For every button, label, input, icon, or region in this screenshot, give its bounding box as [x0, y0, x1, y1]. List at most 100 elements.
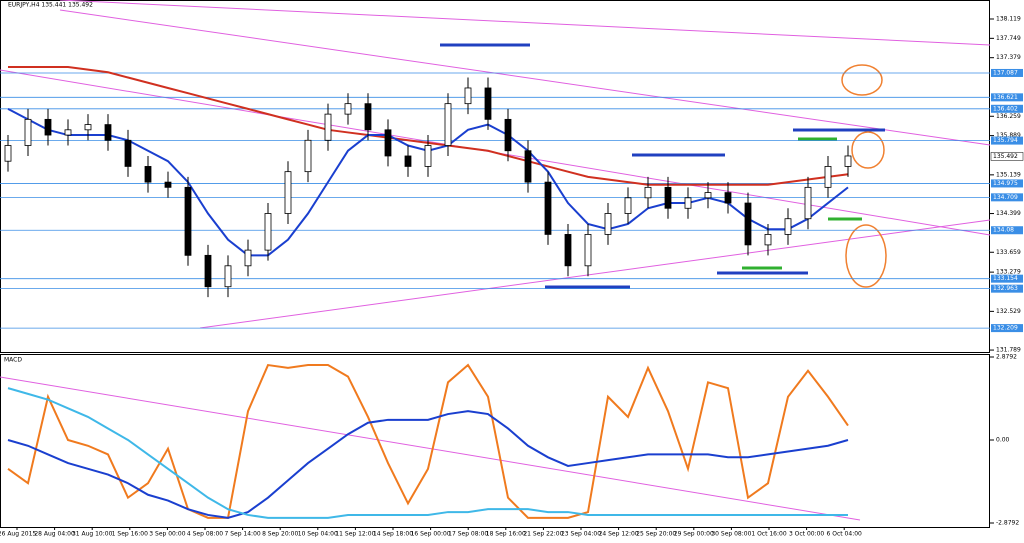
candle-body	[364, 103, 372, 131]
candle-body	[564, 234, 572, 267]
x-tick-label: 3 Sep 00:00	[149, 531, 185, 538]
level-label: 132.963	[993, 285, 1018, 292]
macd-title: MACD	[4, 357, 22, 364]
candle-body	[504, 118, 512, 152]
circles	[841, 64, 887, 288]
level-label: 136.621	[993, 94, 1018, 101]
candle-body	[824, 166, 832, 188]
candle-body	[164, 181, 172, 188]
level-label-bg	[991, 226, 1023, 235]
level-label: 133.154	[993, 275, 1018, 282]
candle-body	[844, 155, 852, 167]
candle-body	[524, 150, 532, 183]
x-tick-label: 1 Oct 16:00	[751, 531, 786, 538]
y-tick-label: 137.749	[996, 35, 1021, 42]
candle-body	[104, 124, 112, 141]
level-label: 132.209	[993, 325, 1018, 332]
x-tick-label: 8 Sep 20:00	[262, 531, 298, 538]
x-tick-label: 11 Sep 12:00	[335, 531, 375, 538]
candle-body	[784, 218, 792, 235]
x-tick-label: 21 Sep 22:00	[523, 531, 563, 538]
y-tick-label: 131.789	[996, 347, 1021, 354]
candle-body	[84, 124, 92, 131]
x-tick-label: 6 Oct 04:00	[827, 531, 862, 538]
x-tick-label: 29 Sep 00:00	[674, 531, 714, 538]
x-tick-label: 26 Aug 2015	[0, 531, 36, 538]
level-label-bg	[991, 324, 1023, 333]
candle-body	[444, 103, 452, 146]
y-tick-label: 135.889	[996, 132, 1021, 139]
trend-line	[59, 0, 991, 46]
trend-line	[59, 9, 991, 146]
y-tick-label: 133.659	[996, 249, 1021, 256]
chart-title: EURJPY,H4 135.441 135.492	[8, 2, 93, 9]
level-label: 134.975	[993, 180, 1018, 187]
candle-body	[764, 234, 772, 246]
y-tick-label: 133.279	[996, 269, 1021, 276]
price-label-bg	[990, 152, 1024, 161]
y-tick-label: 136.259	[996, 113, 1021, 120]
y2-tick-label: -2.8792	[996, 519, 1019, 526]
candle-body	[304, 139, 312, 173]
macd-line	[7, 410, 849, 519]
main-panel	[0, 0, 990, 353]
annotations	[440, 43, 885, 289]
candle-body	[4, 145, 12, 162]
x-tick-label: 24 Sep 12:00	[599, 531, 639, 538]
y2-tick-label: 0.00	[996, 436, 1010, 443]
candle-body	[804, 186, 812, 220]
candle-body	[224, 265, 232, 288]
x-tick-label: 7 Sep 14:00	[224, 531, 260, 538]
y-tick-label: 137.379	[996, 54, 1021, 61]
level-label-bg	[991, 136, 1023, 145]
level-label: 134.709	[993, 194, 1018, 201]
circle	[841, 64, 883, 96]
candle-body	[44, 118, 52, 136]
candle-body	[184, 186, 192, 256]
macd-panel	[0, 354, 990, 528]
candle-body	[704, 192, 712, 199]
candle-body	[144, 166, 152, 183]
candle-body	[64, 129, 72, 136]
candle-body	[424, 145, 432, 167]
candle-body	[644, 186, 652, 199]
x-tick-label: 30 Sep 08:00	[711, 531, 751, 538]
candle-body	[344, 103, 352, 115]
circle	[851, 131, 885, 169]
trend-line	[199, 219, 991, 329]
candle-body	[584, 234, 592, 267]
x-tick-label: 25 Sep 20:00	[636, 531, 676, 538]
candle-body	[204, 254, 212, 288]
x-tick-label: 17 Sep 08:00	[448, 531, 488, 538]
y-tick-label: 138.119	[996, 15, 1021, 22]
level-label: 136.402	[993, 105, 1018, 112]
level-label-bg	[991, 193, 1023, 202]
x-tick-label: 10 Sep 04:00	[298, 531, 338, 538]
candle-body	[624, 197, 632, 214]
candle-body	[404, 155, 412, 167]
candle-body	[264, 213, 272, 251]
macd-line	[7, 363, 849, 519]
x-tick-label: 23 Sep 04:00	[561, 531, 601, 538]
level-label-bg	[991, 68, 1023, 77]
x-tick-label: 14 Sep 18:00	[373, 531, 413, 538]
level-label-bg	[991, 104, 1023, 113]
y-tick-label: 135.139	[996, 171, 1021, 178]
price-label: 135.492	[993, 153, 1018, 160]
x-tick-label: 4 Sep 08:00	[187, 531, 223, 538]
candle-body	[464, 87, 472, 105]
candle-body	[124, 139, 132, 167]
candle-body	[724, 192, 732, 204]
x-tick-label: 28 Aug 04:00	[34, 531, 75, 538]
candle-body	[324, 113, 332, 141]
level-label: 135.794	[993, 137, 1018, 144]
y-tick-label: 132.529	[996, 308, 1021, 315]
x-tick-label: 16 Sep 00:00	[411, 531, 451, 538]
macd-line	[7, 387, 848, 519]
candle-body	[244, 249, 252, 267]
candle-body	[664, 186, 672, 209]
level-label-bg	[991, 93, 1023, 102]
trend-line	[0, 376, 861, 521]
